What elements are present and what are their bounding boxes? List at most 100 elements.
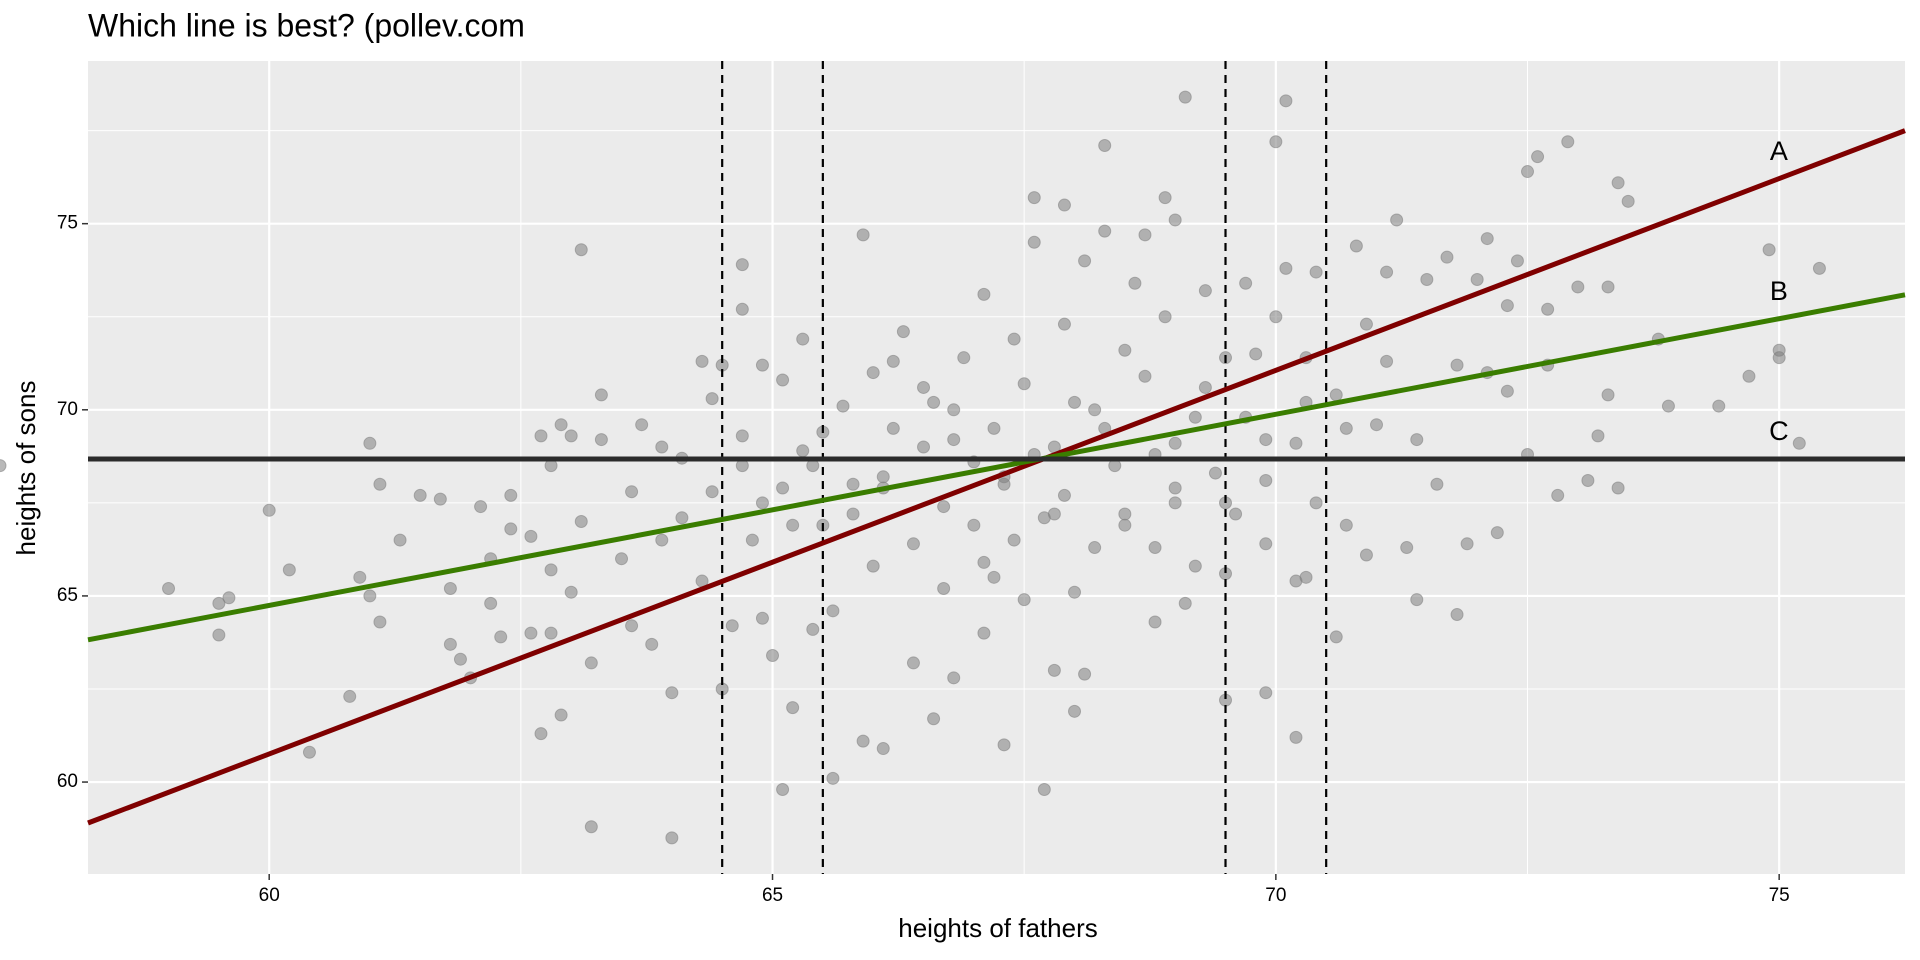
point: [1108, 459, 1122, 473]
point: [735, 258, 749, 272]
point: [1792, 436, 1806, 450]
point: [504, 488, 518, 502]
point: [1531, 150, 1545, 164]
chart-title: Which line is best? (pollev.com: [88, 7, 525, 43]
point: [957, 351, 971, 365]
point: [1118, 343, 1132, 357]
point: [413, 488, 427, 502]
point: [977, 287, 991, 301]
point: [262, 503, 276, 517]
point: [967, 518, 981, 532]
point: [574, 243, 588, 257]
point: [1057, 317, 1071, 331]
point: [1762, 243, 1776, 257]
point: [635, 418, 649, 432]
point: [1279, 261, 1293, 275]
point: [594, 433, 608, 447]
line-label: B: [1770, 276, 1788, 306]
x-tick-label: 65: [762, 885, 783, 906]
point: [1098, 224, 1112, 238]
point: [1521, 165, 1535, 179]
point: [564, 585, 578, 599]
point: [1259, 433, 1273, 447]
y-tick-label: 65: [57, 585, 78, 606]
y-tick-label: 70: [57, 399, 78, 420]
y-axis-label: heights of sons: [11, 381, 41, 556]
point: [343, 689, 357, 703]
point: [1239, 276, 1253, 290]
point: [826, 604, 840, 618]
point: [1269, 310, 1283, 324]
point: [1017, 593, 1031, 607]
point: [1551, 488, 1565, 502]
point: [786, 701, 800, 715]
point: [584, 656, 598, 670]
point: [1611, 481, 1625, 495]
point: [997, 738, 1011, 752]
point: [212, 596, 226, 610]
point: [1329, 388, 1343, 402]
point: [1229, 507, 1243, 521]
point: [1621, 194, 1635, 208]
point: [443, 637, 457, 651]
point: [1037, 782, 1051, 796]
point: [937, 500, 951, 514]
point: [1339, 421, 1353, 435]
point: [856, 734, 870, 748]
point: [1068, 395, 1082, 409]
point: [1148, 541, 1162, 555]
line-label: C: [1769, 416, 1789, 446]
point: [1068, 585, 1082, 599]
point: [433, 492, 447, 506]
point: [1118, 507, 1132, 521]
x-tick-label: 75: [1769, 885, 1790, 906]
point: [705, 485, 719, 499]
point: [1309, 496, 1323, 510]
point: [1198, 284, 1212, 298]
point: [212, 628, 226, 642]
point: [745, 533, 759, 547]
point: [1450, 608, 1464, 622]
point: [896, 325, 910, 339]
point: [735, 429, 749, 443]
point: [1601, 280, 1615, 294]
point: [1178, 596, 1192, 610]
point: [302, 745, 316, 759]
point: [1259, 686, 1273, 700]
point: [1561, 135, 1575, 149]
point: [1158, 310, 1172, 324]
point: [755, 358, 769, 372]
point: [645, 637, 659, 651]
point: [927, 712, 941, 726]
point: [947, 671, 961, 685]
point: [1611, 176, 1625, 190]
point: [1712, 399, 1726, 413]
point: [1128, 276, 1142, 290]
point: [1500, 384, 1514, 398]
point: [796, 444, 810, 458]
point: [564, 429, 578, 443]
point: [1088, 541, 1102, 555]
point: [1027, 191, 1041, 205]
point: [1349, 239, 1363, 253]
point: [1742, 369, 1756, 383]
point: [1339, 518, 1353, 532]
point: [1198, 380, 1212, 394]
point: [1168, 436, 1182, 450]
point: [917, 440, 931, 454]
point: [776, 481, 790, 495]
point: [1098, 139, 1112, 153]
point: [977, 626, 991, 640]
point: [806, 622, 820, 636]
point: [846, 507, 860, 521]
point: [1138, 369, 1152, 383]
point: [1249, 347, 1263, 361]
point: [1661, 399, 1675, 413]
point: [987, 421, 1001, 435]
point: [735, 302, 749, 316]
point: [1370, 418, 1384, 432]
point: [534, 727, 548, 741]
point: [453, 652, 467, 666]
point: [1359, 317, 1373, 331]
